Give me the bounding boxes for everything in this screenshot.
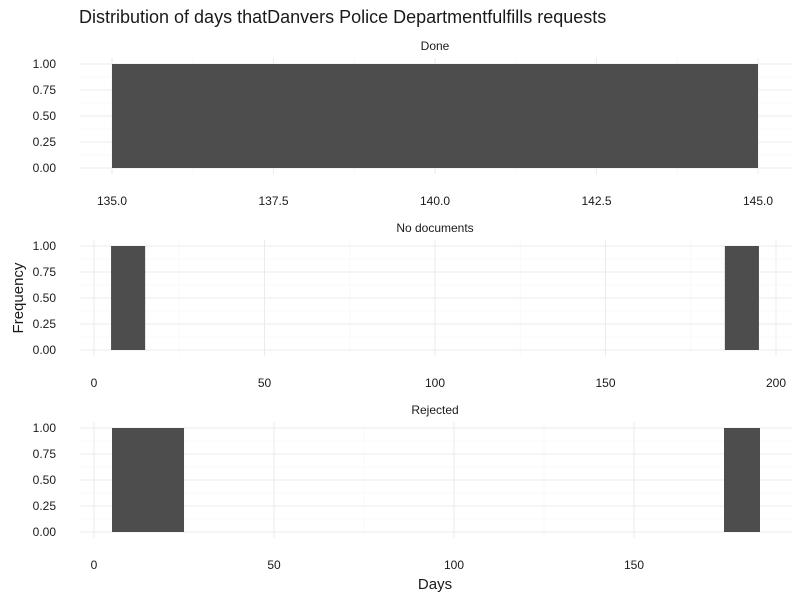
facet-strip-label: No documents (396, 221, 473, 235)
x-tick-label: 200 (766, 376, 786, 390)
histogram-bar (112, 428, 184, 532)
x-tick-label: 145.0 (743, 194, 773, 208)
y-tick-label: 0.50 (33, 109, 57, 123)
y-tick-label: 0.00 (33, 525, 57, 539)
x-tick-label: 50 (267, 558, 281, 572)
facet-panel: Rejected 0.00 0.25 0.50 0.75 1.00 0 50 100 150 (33, 403, 792, 572)
facets-group: Done 0.00 0.25 0.50 0.75 1.00 135.0 137.5 140.0 1… (33, 39, 792, 572)
chart-title: Distribution of days thatDanvers Police … (79, 7, 606, 27)
x-tick-label: 150 (624, 558, 644, 572)
facet-panel: No documents 0.00 0.25 0.50 0.75 1.00 0 50 100 15… (33, 221, 792, 390)
y-tick-label: 0.50 (33, 473, 57, 487)
x-tick-label: 100 (444, 558, 464, 572)
y-tick-label: 0.50 (33, 291, 57, 305)
y-tick-label: 1.00 (33, 239, 57, 253)
x-tick-label: 50 (258, 376, 272, 390)
y-tick-label: 0.75 (33, 83, 57, 97)
histogram-bar (112, 64, 758, 168)
y-tick-label: 1.00 (33, 57, 57, 71)
x-tick-label: 137.5 (258, 194, 288, 208)
facet-panel: Done 0.00 0.25 0.50 0.75 1.00 135.0 137.5 140.0 1… (33, 39, 792, 208)
y-tick-label: 0.00 (33, 161, 57, 175)
y-tick-label: 0.25 (33, 317, 57, 331)
y-tick-label: 0.75 (33, 265, 57, 279)
y-tick-label: 0.25 (33, 499, 57, 513)
facet-strip-label: Done (421, 39, 450, 53)
x-tick-label: 142.5 (581, 194, 611, 208)
facet-strip-label: Rejected (411, 403, 458, 417)
histogram-bar (724, 428, 760, 532)
y-tick-label: 0.00 (33, 343, 57, 357)
histogram-bar (724, 246, 759, 350)
x-tick-label: 100 (425, 376, 445, 390)
y-tick-label: 0.75 (33, 447, 57, 461)
y-tick-label: 0.25 (33, 135, 57, 149)
x-axis-label: Days (418, 576, 452, 593)
x-tick-label: 0 (91, 376, 98, 390)
x-tick-label: 140.0 (420, 194, 450, 208)
x-tick-label: 0 (91, 558, 98, 572)
y-tick-label: 1.00 (33, 421, 57, 435)
y-axis-label: Frequency (10, 262, 27, 333)
x-tick-label: 150 (595, 376, 615, 390)
histogram-bar (111, 246, 146, 350)
x-tick-label: 135.0 (97, 194, 127, 208)
